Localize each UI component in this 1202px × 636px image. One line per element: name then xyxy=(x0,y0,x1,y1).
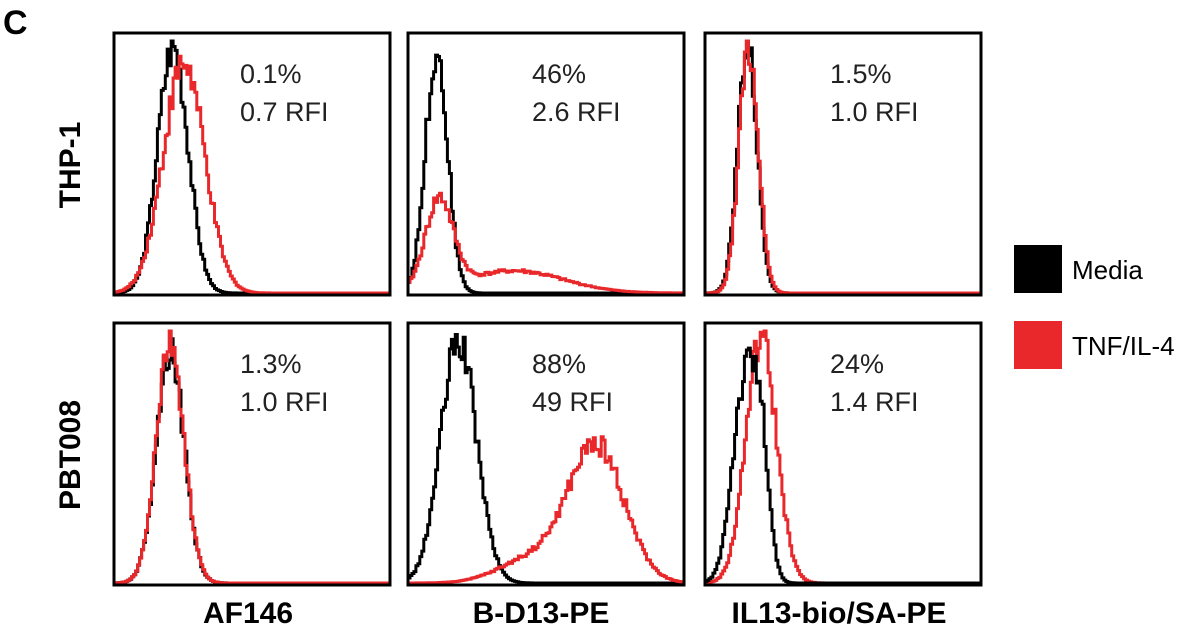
stat-percent-pbt008-il13biosape: 24% xyxy=(830,349,884,379)
histogram-panel-thp1-af146: 0.1% 0.7 RFI xyxy=(112,31,392,297)
histogram-curve-tnf-il-4-thp1-bd13pe xyxy=(408,191,684,295)
stat-rfi-pbt008-bd13pe: 49 RFI xyxy=(532,387,613,417)
histogram-panel-thp1-il13biosape: 1.5% 1.0 RFI xyxy=(703,31,983,297)
histogram-curve-tnf-il-4-pbt008-af146 xyxy=(114,329,390,585)
panel-frame-thp1-af146 xyxy=(112,31,392,297)
legend-swatch-media xyxy=(1014,245,1062,293)
histogram-curve-tnf-il-4-thp1-il13biosape xyxy=(705,39,981,295)
legend-label-media: Media xyxy=(1072,255,1143,285)
panel-frame-pbt008-il13biosape xyxy=(703,321,983,587)
histogram-panel-pbt008-il13biosape: 24% 1.4 RFI xyxy=(703,321,983,587)
column-label-il13: IL13-bio/SA-PE xyxy=(731,597,946,630)
histogram-curve-media-pbt008-il13biosape xyxy=(705,346,981,585)
panel-frame-thp1-bd13pe xyxy=(406,31,686,297)
stat-rfi-pbt008-af146: 1.0 RFI xyxy=(240,387,329,417)
panel-frame-pbt008-af146 xyxy=(112,321,392,587)
row-label-pbt008: PBT008 xyxy=(54,400,87,510)
histogram-panel-thp1-bd13pe: 46% 2.6 RFI xyxy=(406,31,686,297)
stat-percent-thp1-bd13pe: 46% xyxy=(532,59,586,89)
stat-percent-thp1-af146: 0.1% xyxy=(240,59,302,89)
panel-frame-thp1-il13biosape xyxy=(703,31,983,297)
histogram-curve-tnf-il-4-pbt008-bd13pe xyxy=(408,435,684,585)
legend: Media TNF/IL-4 xyxy=(1014,245,1175,369)
stat-percent-thp1-il13biosape: 1.5% xyxy=(830,59,892,89)
stat-rfi-thp1-il13biosape: 1.0 RFI xyxy=(830,97,919,127)
row-label-thp1: THP-1 xyxy=(54,122,87,209)
histogram-curve-media-thp1-bd13pe xyxy=(408,53,684,295)
column-label-bd13: B-D13-PE xyxy=(473,597,610,630)
stat-rfi-thp1-bd13pe: 2.6 RFI xyxy=(532,97,621,127)
panel-letter: C xyxy=(3,4,28,42)
column-label-af146: AF146 xyxy=(203,597,293,630)
stat-percent-pbt008-bd13pe: 88% xyxy=(532,349,586,379)
legend-label-tnf-il4: TNF/IL-4 xyxy=(1072,331,1175,361)
histogram-panel-pbt008-af146: 1.3% 1.0 RFI xyxy=(112,321,392,587)
panel-frame-pbt008-bd13pe xyxy=(406,321,686,587)
stat-percent-pbt008-af146: 1.3% xyxy=(240,349,302,379)
stat-rfi-thp1-af146: 0.7 RFI xyxy=(240,97,329,127)
histogram-curve-media-pbt008-bd13pe xyxy=(408,333,684,585)
histogram-panel-pbt008-bd13pe: 88% 49 RFI xyxy=(406,321,686,587)
stat-rfi-pbt008-il13biosape: 1.4 RFI xyxy=(830,387,919,417)
histogram-curve-tnf-il-4-thp1-af146 xyxy=(114,54,390,295)
legend-swatch-tnf-il4 xyxy=(1014,321,1062,369)
